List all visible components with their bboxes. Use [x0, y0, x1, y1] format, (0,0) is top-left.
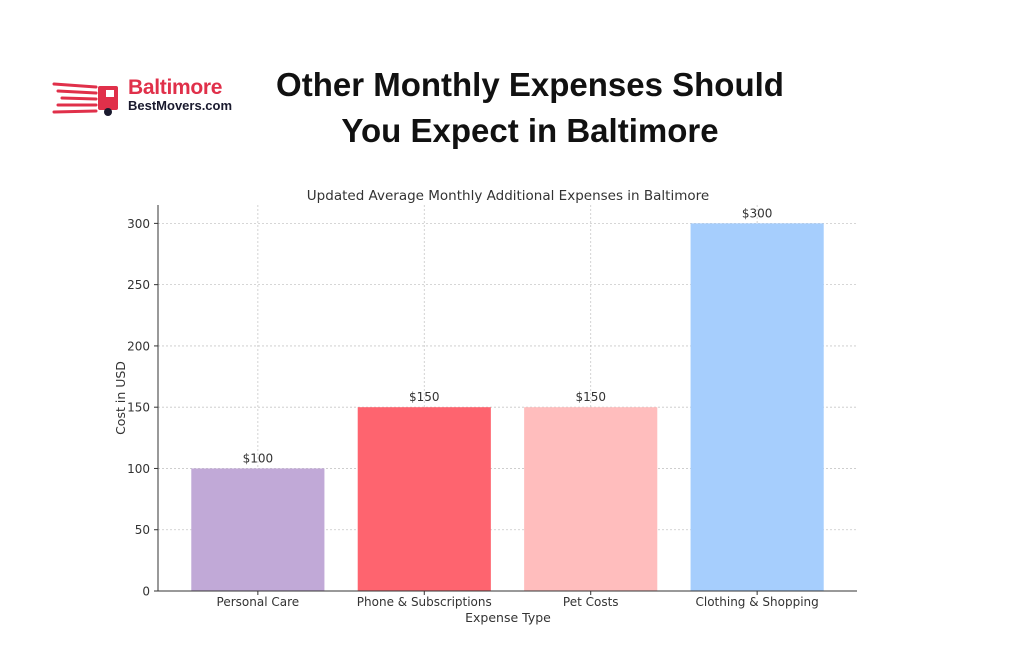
- bar: [690, 223, 824, 591]
- y-tick-label: 300: [127, 217, 150, 231]
- x-tick-label: Phone & Subscriptions: [357, 595, 492, 609]
- bar-value-label: $150: [575, 390, 606, 404]
- chart-axes: 0 50 100 150 200 250 300 Personal Care Phone & S…: [127, 205, 857, 609]
- bar: [191, 468, 325, 591]
- y-tick-label: 0: [142, 585, 150, 599]
- bar-value-label: $100: [243, 451, 274, 465]
- brand-name: Baltimore: [128, 76, 223, 99]
- brand-domain: BestMovers.com: [128, 98, 233, 113]
- y-axis-label: Cost in USD: [113, 361, 128, 435]
- x-tick-label: Pet Costs: [563, 595, 619, 609]
- y-tick-label: 200: [127, 339, 150, 353]
- chart-title: Updated Average Monthly Additional Expen…: [307, 188, 709, 204]
- page-headline: Other Monthly Expenses Should You Expect…: [200, 62, 860, 154]
- bar-value-label: $300: [742, 206, 773, 220]
- y-tick-label: 100: [127, 462, 150, 476]
- x-tick-label: Clothing & Shopping: [696, 595, 819, 609]
- y-tick-label: 50: [135, 523, 150, 537]
- chart-bars: $100 $150 $150 $300: [191, 206, 824, 591]
- y-tick-label: 150: [127, 401, 150, 415]
- bar: [357, 407, 491, 591]
- headline-line-1: Other Monthly Expenses Should: [276, 66, 784, 103]
- x-axis-label: Expense Type: [465, 610, 551, 625]
- brand-logo[interactable]: Baltimore BestMovers.com: [52, 76, 242, 118]
- y-tick-label: 250: [127, 278, 150, 292]
- x-tick-label: Personal Care: [217, 595, 300, 609]
- moving-truck-icon: [52, 82, 118, 116]
- bar-value-label: $150: [409, 390, 440, 404]
- headline-line-2: You Expect in Baltimore: [341, 112, 719, 149]
- bar: [524, 407, 658, 591]
